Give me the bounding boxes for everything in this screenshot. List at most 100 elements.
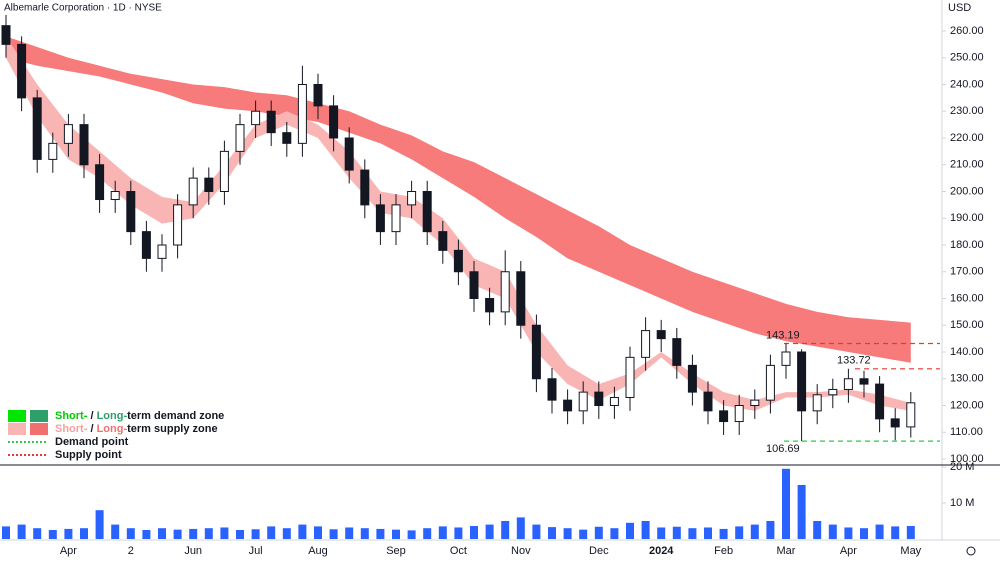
candle-body xyxy=(563,399,573,412)
candle-body xyxy=(95,164,105,201)
candle-body xyxy=(173,204,183,246)
volume-bar xyxy=(688,528,697,539)
y-tick-label: 160.00 xyxy=(950,292,984,304)
candle-body xyxy=(531,324,541,380)
legend-text: / xyxy=(87,410,96,422)
candle-body xyxy=(719,410,729,423)
volume-tick-label: 20 M xyxy=(950,461,974,473)
candle-body xyxy=(157,244,167,259)
volume-bar xyxy=(126,528,135,539)
y-tick-label: 260.00 xyxy=(950,25,984,37)
y-tick-label: 120.00 xyxy=(950,399,984,411)
y-tick-label: 180.00 xyxy=(950,239,984,251)
volume-bar xyxy=(501,521,510,539)
volume-bar xyxy=(485,524,494,539)
volume-bar xyxy=(48,530,57,539)
candle-body xyxy=(219,150,229,192)
candle-body xyxy=(266,110,276,134)
volume-bar xyxy=(407,530,416,539)
x-tick-label: Nov xyxy=(511,545,531,557)
volume-bar xyxy=(813,521,822,539)
x-tick-label: Sep xyxy=(386,545,406,557)
candle-body xyxy=(485,298,495,313)
volume-bar xyxy=(376,528,385,539)
volume-bar xyxy=(392,529,400,539)
volume-bar xyxy=(360,528,369,539)
volume-bar xyxy=(314,526,322,539)
volume-bar xyxy=(470,526,478,539)
candle-body xyxy=(235,124,245,152)
volume-bar xyxy=(345,527,354,539)
y-tick-label: 220.00 xyxy=(950,132,984,144)
volume-bar xyxy=(173,529,182,539)
candle-body xyxy=(703,391,713,412)
x-tick-label: Apr xyxy=(840,545,857,557)
candle-body xyxy=(438,231,448,251)
candle-body xyxy=(453,249,463,273)
legend-text: Supply point xyxy=(55,449,122,461)
candle-body xyxy=(422,191,432,233)
legend-text: term supply zone xyxy=(127,423,217,435)
volume-bar xyxy=(158,528,166,539)
chart-title: Albemarle Corporation · 1D · NYSE xyxy=(4,3,162,14)
x-tick-label: Jun xyxy=(184,545,202,557)
x-tick-label: 2024 xyxy=(649,545,674,557)
volume-tick-label: 10 M xyxy=(950,497,974,509)
volume-bar xyxy=(594,526,603,539)
x-tick-label: Apr xyxy=(60,545,77,557)
volume-bar xyxy=(766,521,775,539)
x-tick-label: Mar xyxy=(777,545,796,557)
level-label: 133.72 xyxy=(837,355,871,367)
y-tick-label: 190.00 xyxy=(950,212,984,224)
candle-body xyxy=(641,330,651,358)
candle-body xyxy=(594,391,604,406)
volume-bar xyxy=(735,526,744,539)
legend-label: Supply point xyxy=(55,449,122,461)
settings-icon[interactable] xyxy=(966,546,976,556)
volume-bar xyxy=(438,526,447,539)
volume-bar xyxy=(844,527,853,539)
volume-bar xyxy=(95,510,104,539)
legend-text: Short- xyxy=(55,410,88,422)
volume-bar xyxy=(423,528,432,539)
candle-body xyxy=(578,391,588,412)
volume-bar xyxy=(626,522,634,539)
volume-bar xyxy=(142,530,151,539)
candle-body xyxy=(547,378,557,401)
candle-body xyxy=(875,383,885,420)
candle-body xyxy=(204,177,214,192)
volume-bar xyxy=(454,527,463,539)
y-tick-label: 110.00 xyxy=(950,426,983,438)
legend-text: / xyxy=(87,423,96,435)
volume-bar xyxy=(236,530,244,539)
candle-body xyxy=(375,204,385,233)
legend-swatch xyxy=(8,423,26,435)
candle-body xyxy=(797,351,807,412)
volume-bar xyxy=(579,529,588,539)
candle-body xyxy=(516,271,526,326)
volume-bar xyxy=(860,528,868,539)
candle-body xyxy=(79,124,89,166)
volume-bar xyxy=(329,529,338,539)
volume-bar xyxy=(298,524,307,539)
candle-body xyxy=(32,97,42,160)
candle-body xyxy=(63,124,73,144)
legend-label: Short- / Long-term supply zone xyxy=(55,423,218,435)
volume-bar xyxy=(111,524,120,539)
volume-bar xyxy=(750,524,759,539)
legend-text: term demand zone xyxy=(127,410,224,422)
candle-body xyxy=(812,394,822,412)
volume-bar xyxy=(797,485,806,539)
legend-text: Short- xyxy=(55,423,88,435)
volume-bar xyxy=(672,526,681,539)
volume-bar xyxy=(251,529,260,539)
candle-body xyxy=(329,105,339,139)
volume-bar xyxy=(17,524,26,539)
x-tick-label: May xyxy=(900,545,921,557)
candle-body xyxy=(1,25,11,45)
legend-text: Long- xyxy=(97,423,128,435)
y-tick-label: 200.00 xyxy=(950,185,984,197)
x-tick-label: 2 xyxy=(128,545,134,557)
